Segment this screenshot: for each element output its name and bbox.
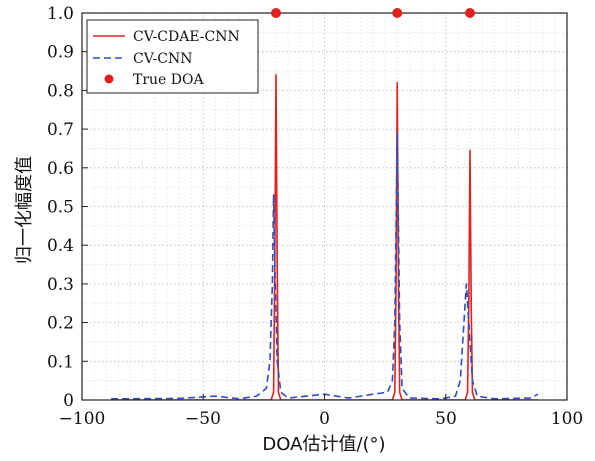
x-tick-label: −100 <box>59 409 106 429</box>
x-tick-label: 0 <box>319 409 330 429</box>
y-tick-label: 0.1 <box>47 352 74 372</box>
y-tick-labels: 0 0.1 0.2 0.3 0.4 0.5 0.6 0.7 0.8 0.9 1.… <box>47 4 74 411</box>
y-tick-label: 0.4 <box>47 236 74 256</box>
true-doa-marker <box>465 8 475 18</box>
y-tick-label: 0.9 <box>47 43 74 63</box>
y-tick-label: 0 <box>63 391 74 411</box>
y-axis-title: 归一化幅度值 <box>14 156 35 264</box>
ticks <box>81 12 568 401</box>
true-doa-marker <box>271 8 281 18</box>
x-tick-labels: −100 −50 0 50 100 <box>59 409 584 429</box>
legend: CV-CDAE-CNN CV-CNN True DOA <box>86 19 259 94</box>
legend-swatch-true-doa <box>104 74 114 84</box>
y-tick-label: 0.8 <box>47 81 74 101</box>
y-tick-label: 0.7 <box>47 120 74 140</box>
y-tick-label: 1.0 <box>47 4 74 24</box>
series-line-cv-cnn <box>111 132 539 400</box>
legend-label-true-doa: True DOA <box>133 72 204 88</box>
y-tick-label: 0.6 <box>47 159 74 179</box>
true-doa-markers <box>271 8 475 18</box>
y-tick-label: 0.5 <box>47 198 74 218</box>
series-layer <box>111 74 539 400</box>
legend-box <box>86 19 259 94</box>
legend-label-cv-cnn: CV-CNN <box>133 51 192 67</box>
legend-label-cv-cdae-cnn: CV-CDAE-CNN <box>133 29 240 45</box>
x-tick-label: 50 <box>435 409 457 429</box>
x-tick-label: −50 <box>185 409 221 429</box>
y-tick-label: 0.3 <box>47 275 74 295</box>
true-doa-marker <box>392 8 403 18</box>
x-axis-title: DOA估计值/(°) <box>262 434 385 455</box>
y-tick-label: 0.2 <box>47 314 74 334</box>
x-tick-label: 100 <box>551 409 583 429</box>
